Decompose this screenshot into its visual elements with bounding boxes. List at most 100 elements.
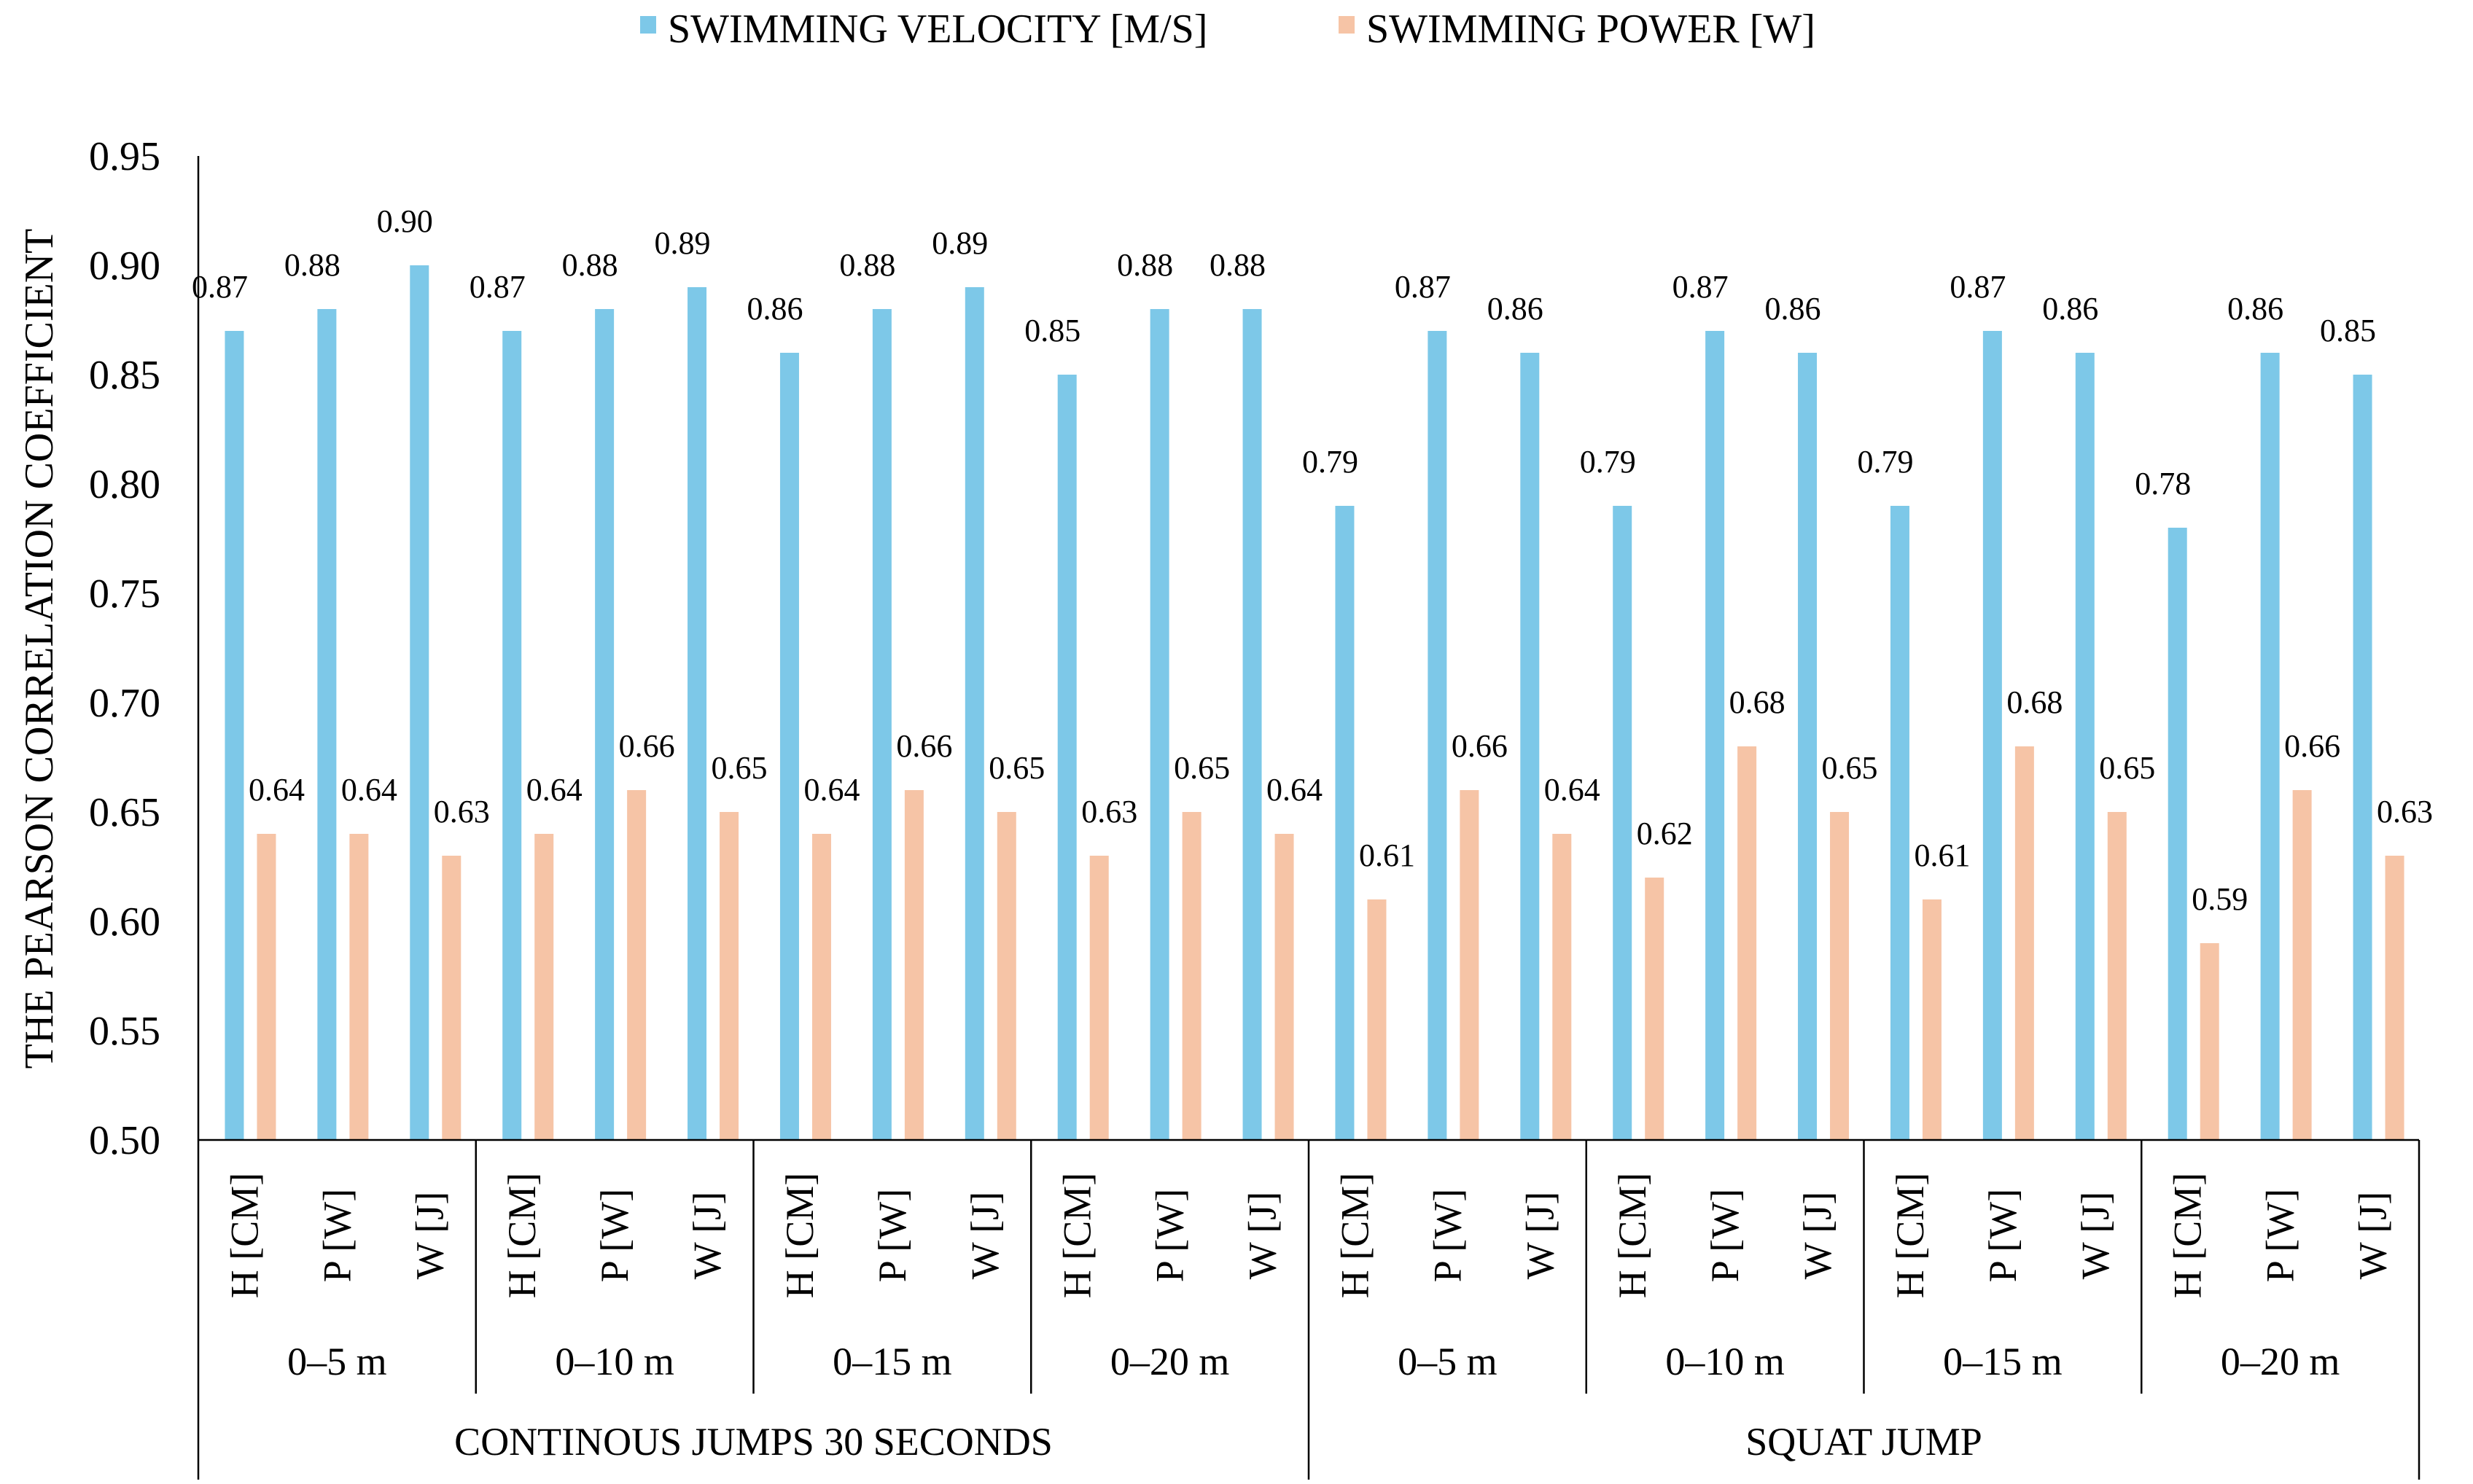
data-label-velocity: 0.86 [1487, 291, 1543, 327]
data-label-velocity: 0.85 [1024, 313, 1080, 348]
bar-swimming-velocity [1705, 331, 1725, 1140]
bar-swimming-velocity [779, 353, 799, 1140]
bar-swimming-power [997, 812, 1016, 1140]
bar-swimming-power [2107, 812, 2127, 1140]
data-label-power: 0.65 [1174, 750, 1230, 786]
x-category-label: W [J] [408, 1192, 451, 1279]
x-group-label: 0–5 m [1398, 1340, 1498, 1383]
data-label-velocity: 0.87 [192, 269, 248, 305]
legend-swatch-power [1339, 16, 1355, 34]
x-axis: H [CM] P [W] W [J] H [CM] P [W] W [J] H [CM] P … [197, 156, 2421, 1480]
data-label-power: 0.64 [249, 772, 305, 808]
y-tick-label: 0.60 [89, 899, 160, 945]
bar-swimming-power [442, 856, 462, 1140]
x-category-label: P [W] [315, 1189, 359, 1282]
x-category-label: H [CM] [1611, 1173, 1654, 1299]
data-label-power: 0.64 [803, 772, 860, 808]
x-supergroup-label: SQUAT JUMP [1745, 1420, 1982, 1464]
bar-swimming-power [1367, 899, 1387, 1140]
bar-swimming-velocity [1335, 506, 1355, 1140]
y-tick-label: 0.65 [89, 790, 160, 835]
bar-swimming-velocity [225, 331, 244, 1140]
legend-label-power: SWIMMING POWER [W] [1366, 7, 1815, 52]
bar-swimming-velocity [2168, 528, 2187, 1140]
data-label-power: 0.64 [526, 772, 583, 808]
data-label-velocity: 0.88 [1210, 247, 1266, 283]
bar-swimming-power [1737, 746, 1757, 1140]
x-category-label: W [J] [2073, 1192, 2117, 1279]
data-label-power: 0.65 [1822, 750, 1878, 786]
x-group-label: 0–5 m [287, 1340, 387, 1383]
data-label-velocity: 0.79 [1857, 444, 1913, 480]
bar-swimming-power [904, 790, 924, 1140]
x-category-label: W [J] [1518, 1192, 1562, 1279]
x-category-label: W [J] [1796, 1192, 1839, 1279]
data-label-power: 0.65 [989, 750, 1045, 786]
x-group-label: 0–20 m [1110, 1340, 1230, 1383]
bar-swimming-velocity [317, 309, 337, 1140]
bar-swimming-power [1182, 812, 1202, 1140]
bar-swimming-velocity [1982, 331, 2002, 1140]
data-label-power: 0.66 [896, 728, 952, 764]
data-label-velocity: 0.87 [1950, 269, 2006, 305]
y-tick-label: 0.95 [89, 134, 160, 179]
data-label-velocity: 0.85 [2320, 313, 2376, 348]
bar-swimming-power [257, 834, 276, 1140]
bar-swimming-velocity [595, 309, 615, 1140]
x-group-label: 0–10 m [1665, 1340, 1785, 1383]
data-label-velocity: 0.88 [1117, 247, 1173, 283]
data-label-power: 0.63 [1081, 794, 1137, 829]
data-label-power: 0.59 [2192, 881, 2248, 917]
y-tick-label: 0.85 [89, 353, 160, 398]
x-category-label: P [W] [871, 1189, 914, 1282]
x-category-label: H [CM] [222, 1173, 266, 1299]
x-category-label: H [CM] [2166, 1173, 2210, 1299]
data-label-power: 0.66 [1452, 728, 1508, 764]
data-label-power: 0.66 [2284, 728, 2340, 764]
data-label-velocity: 0.87 [1395, 269, 1451, 305]
x-category-label: W [J] [1241, 1192, 1285, 1279]
legend-label-velocity: SWIMMING VELOCITY [M/S] [668, 7, 1207, 52]
data-label-velocity: 0.87 [470, 269, 526, 305]
bar-swimming-power [1830, 812, 1850, 1140]
data-label-velocity: 0.86 [747, 291, 803, 327]
data-label-velocity: 0.89 [932, 225, 988, 261]
bar-swimming-velocity [1057, 375, 1077, 1140]
data-label-velocity: 0.86 [1765, 291, 1821, 327]
y-axis-label: THE PEARSON CORRELATION COEFFICIENT [17, 229, 62, 1069]
data-label-power: 0.63 [2377, 794, 2433, 829]
x-supergroup-label: CONTINOUS JUMPS 30 SECONDS [454, 1420, 1053, 1464]
x-group-label: 0–15 m [1943, 1340, 2063, 1383]
data-label-velocity: 0.79 [1302, 444, 1358, 480]
bar-swimming-power [2385, 856, 2404, 1140]
bar-swimming-velocity [688, 287, 707, 1140]
data-label-power: 0.64 [1544, 772, 1600, 808]
bar-swimming-power [2292, 790, 2312, 1140]
bar-swimming-velocity [965, 287, 984, 1140]
x-category-label: H [CM] [778, 1173, 822, 1299]
y-tick-label: 0.70 [89, 681, 160, 726]
bar-swimming-velocity [1798, 353, 1818, 1140]
x-category-label: P [W] [1981, 1189, 2025, 1282]
bar-swimming-velocity [410, 265, 429, 1140]
bar-swimming-velocity [2075, 353, 2095, 1140]
data-label-power: 0.65 [2099, 750, 2155, 786]
bar-swimming-power [1552, 834, 1572, 1140]
y-tick-label: 0.50 [89, 1118, 160, 1163]
bar-swimming-power [720, 812, 739, 1140]
y-tick-label: 0.80 [89, 462, 160, 507]
data-label-velocity: 0.87 [1672, 269, 1729, 305]
data-label-velocity: 0.89 [655, 225, 711, 261]
legend-swatch-velocity [640, 16, 656, 34]
data-label-velocity: 0.86 [2042, 291, 2098, 327]
x-category-label: P [W] [1425, 1189, 1469, 1282]
x-category-label: P [W] [593, 1189, 636, 1282]
x-category-label: W [J] [2351, 1192, 2395, 1279]
x-category-label: W [J] [963, 1192, 1007, 1279]
y-tick-label: 0.75 [89, 571, 160, 617]
bar-swimming-velocity [2260, 353, 2280, 1140]
data-label-power: 0.64 [1266, 772, 1323, 808]
x-category-label: H [CM] [1888, 1173, 1932, 1299]
x-category-label: H [CM] [1333, 1173, 1376, 1299]
